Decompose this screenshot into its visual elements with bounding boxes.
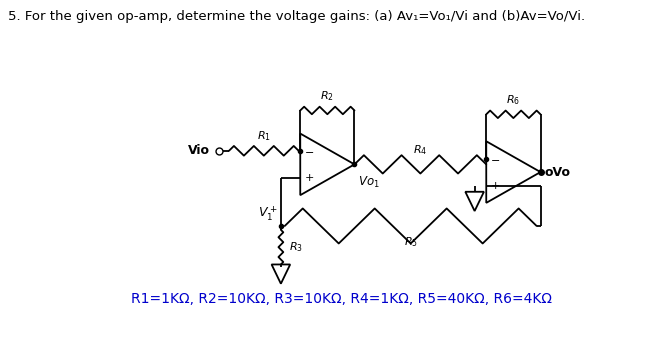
Text: $R_4$: $R_4$ [413,143,428,157]
Text: 5. For the given op-amp, determine the voltage gains: (a) Av₁=Vo₁/Vi and (b)Av=V: 5. For the given op-amp, determine the v… [8,10,585,23]
Text: Vio: Vio [188,144,210,157]
Text: $-$: $-$ [304,146,314,156]
Text: $R_5$: $R_5$ [404,235,418,249]
Text: $+$: $+$ [304,173,314,184]
Text: $Vo_1$: $Vo_1$ [358,175,380,190]
Text: $R_2$: $R_2$ [320,89,334,103]
Text: $R_1$: $R_1$ [257,129,271,143]
Text: $+$: $+$ [490,180,501,191]
Text: $R_3$: $R_3$ [288,240,302,254]
Text: $-$: $-$ [490,154,501,164]
Text: oVo: oVo [544,166,570,179]
Text: $R_6$: $R_6$ [506,93,520,107]
Text: $V_1^+$: $V_1^+$ [258,204,277,223]
Text: R1=1KΩ, R2=10KΩ, R3=10KΩ, R4=1KΩ, R5=40KΩ, R6=4KΩ: R1=1KΩ, R2=10KΩ, R3=10KΩ, R4=1KΩ, R5=40K… [131,292,552,306]
